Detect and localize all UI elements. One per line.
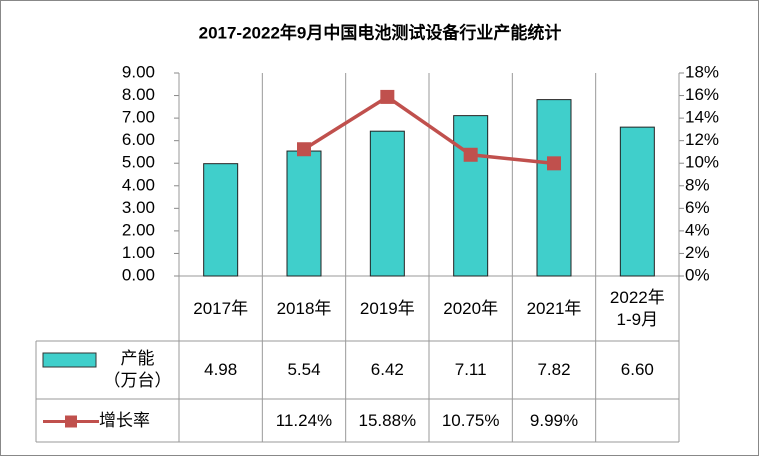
- marker: [463, 147, 478, 162]
- y2-tick-label: 8%: [685, 175, 710, 194]
- legend-key-marker: [65, 415, 77, 428]
- data-label: 5.54: [287, 360, 321, 379]
- y-tick-label: 4.00: [122, 175, 155, 194]
- data-label: 10.75%: [441, 410, 500, 430]
- bar: [619, 126, 655, 277]
- marker: [547, 156, 561, 171]
- bar: [286, 150, 322, 277]
- legend-key: [42, 352, 97, 368]
- y-tick-label: 3.00: [122, 198, 155, 217]
- marker: [380, 89, 395, 104]
- x-tick-label: 2019年: [359, 298, 415, 318]
- line: [303, 94, 555, 166]
- y-tick-label: 8.00: [122, 85, 155, 104]
- data-label: 6.42: [370, 360, 404, 379]
- y-tick-label: 1.00: [122, 243, 155, 262]
- data-label: 4.98: [204, 360, 238, 379]
- y2-tick-label: 2%: [685, 243, 710, 262]
- y2-tick-label: 0%: [685, 265, 710, 284]
- y-tick-label: 0.00: [122, 265, 155, 284]
- bar: [203, 163, 239, 277]
- y2-tick-label: 6%: [685, 198, 710, 217]
- x-tick-label: 2022年 1-9月: [609, 287, 665, 329]
- data-label: 15.88%: [358, 410, 417, 430]
- chart-title: 2017-2022年9月中国电池测试设备行业产能统计: [199, 22, 562, 42]
- bar: [369, 130, 405, 277]
- data-label: 7.82: [537, 360, 571, 379]
- y-tick-label: 5.00: [122, 153, 155, 172]
- legend-label: 产能 （万台）: [103, 349, 172, 390]
- y2-tick-label: 10%: [685, 153, 719, 172]
- y2-tick-label: 14%: [685, 108, 719, 127]
- y2-tick-label: 18%: [685, 62, 719, 81]
- data-label: 7.11: [454, 360, 487, 379]
- y-tick-label: 7.00: [122, 108, 155, 127]
- legend-label: 增长率: [99, 410, 150, 430]
- y-tick-label: 2.00: [122, 220, 155, 239]
- bar: [536, 99, 572, 277]
- x-tick-label: 2021年: [526, 298, 582, 318]
- bar: [453, 115, 489, 277]
- y2-tick-label: 4%: [685, 220, 710, 239]
- y-tick-label: 9.00: [122, 62, 155, 81]
- marker: [297, 142, 311, 157]
- x-tick-label: 2017年: [193, 298, 249, 318]
- y2-tick-label: 16%: [685, 85, 719, 104]
- y2-tick-label: 12%: [685, 130, 719, 149]
- data-label: 11.24%: [275, 410, 333, 430]
- x-tick-label: 2020年: [443, 298, 499, 318]
- data-label: 6.60: [620, 360, 654, 379]
- data-label: 9.99%: [529, 410, 579, 430]
- x-tick-label: 2018年: [276, 298, 332, 318]
- y-tick-label: 6.00: [122, 130, 155, 149]
